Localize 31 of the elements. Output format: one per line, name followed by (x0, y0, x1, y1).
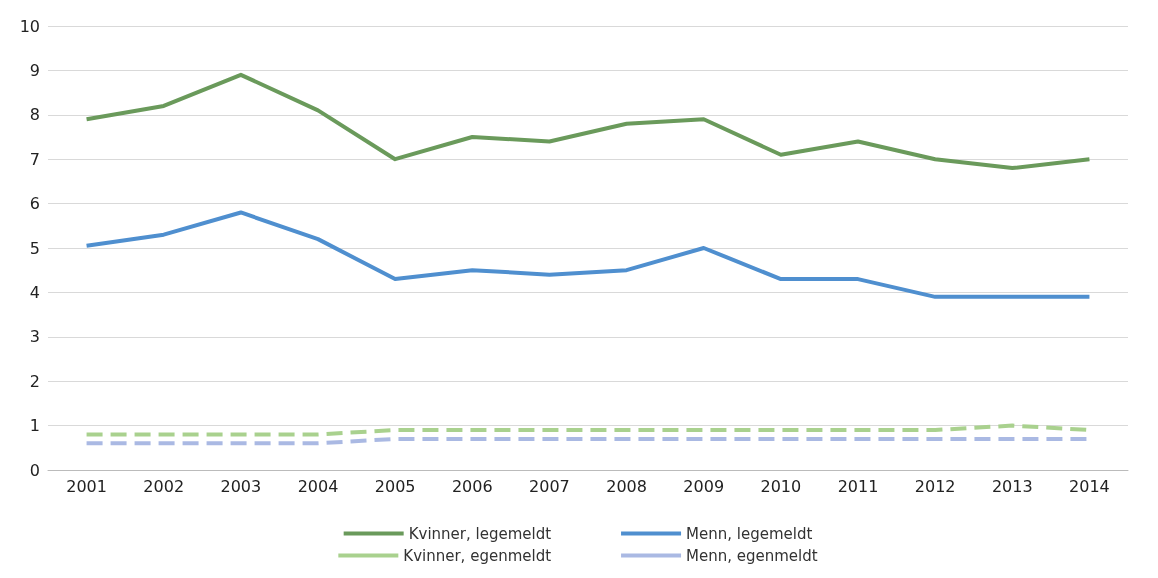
y-tick-label: 3 (29, 327, 40, 347)
line-series (84, 72, 1092, 171)
legend-label: Kvinner, egenmeldt (403, 546, 552, 565)
legend-label: Menn, egenmeldt (686, 546, 818, 565)
x-tick-label: 2012 (914, 476, 956, 496)
x-tick-label: 2009 (683, 476, 725, 496)
x-tick-label: 2004 (297, 476, 339, 496)
y-tick-label: 7 (29, 149, 40, 169)
x-tick-label: 2010 (760, 476, 802, 496)
y-tick-label: 6 (29, 194, 40, 214)
y-tick-label: 4 (29, 282, 40, 302)
legend-label: Kvinner, legemeldt (408, 524, 552, 543)
x-tick-label: 2005 (374, 476, 416, 496)
y-tick-label: 5 (29, 238, 40, 258)
x-tick-label: 2013 (991, 476, 1033, 496)
x-tick-label: 2003 (220, 476, 262, 496)
y-tick-label: 8 (29, 105, 40, 125)
y-tick-label: 9 (29, 60, 40, 80)
y-tick-label: 1 (29, 416, 40, 436)
x-tick-label: 2014 (1069, 476, 1110, 496)
line-series (84, 210, 1092, 299)
x-tick-label: 2007 (529, 476, 570, 496)
y-tick-label: 0 (29, 460, 40, 480)
x-tick-label: 2002 (143, 476, 185, 496)
x-tick-label: 2008 (606, 476, 647, 496)
x-tick-label: 2006 (451, 476, 493, 496)
x-tick-label: 2011 (837, 476, 879, 496)
y-tick-label: 2 (29, 371, 40, 391)
x-tick-label: 2001 (66, 476, 107, 496)
y-tick-label: 10 (19, 16, 40, 36)
legend-label: Menn, legemeldt (686, 524, 813, 543)
